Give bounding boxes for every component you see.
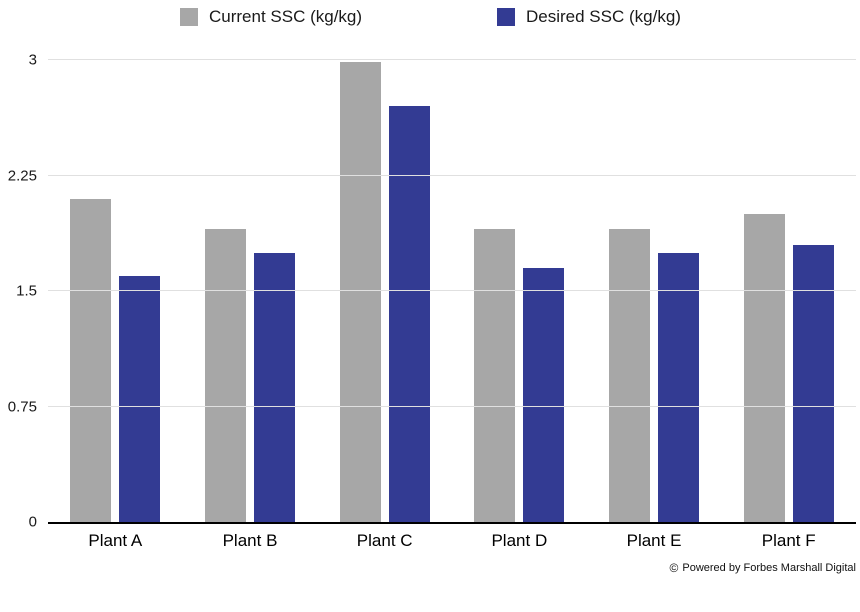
bar-group-plant-e — [587, 60, 722, 522]
x-axis: Plant A Plant B Plant C Plant D Plant E Plant… — [48, 531, 856, 551]
y-tick-label-0: 0 — [28, 513, 37, 531]
bar-desired-plant-f[interactable] — [792, 244, 834, 522]
bar-desired-plant-e[interactable] — [658, 252, 700, 522]
bar-current-plant-d[interactable] — [474, 229, 516, 522]
legend-swatch-desired-icon — [497, 8, 515, 26]
legend-label-desired: Desired SSC (kg/kg) — [526, 7, 681, 26]
legend-label-current: Current SSC (kg/kg) — [209, 7, 363, 26]
bar-group-plant-f — [721, 60, 856, 522]
bar-current-plant-f[interactable] — [743, 214, 785, 522]
bar-current-plant-a[interactable] — [70, 198, 112, 522]
bar-group-plant-b — [183, 60, 318, 522]
copyright-icon: © — [669, 561, 679, 575]
y-tick-label-0.75: 0.75 — [7, 398, 37, 415]
x-tick-label-plant-a: Plant A — [88, 531, 143, 550]
gridline-1.5 — [48, 290, 856, 291]
y-axis: 0 0.75 1.5 2.25 3 — [0, 52, 37, 531]
x-tick-label-plant-c: Plant C — [356, 531, 413, 550]
legend-swatch-current-icon — [180, 8, 198, 26]
x-tick-label-plant-d: Plant D — [491, 531, 548, 550]
attribution-text: Powered by Forbes Marshall Digital — [682, 562, 856, 574]
gridline-0.75 — [48, 405, 856, 407]
y-tick-label-1.5: 1.5 — [16, 282, 37, 300]
gridline-2.25 — [48, 174, 856, 176]
legend-item-desired-ssc[interactable]: Desired SSC (kg/kg) — [497, 7, 681, 27]
plot-area — [48, 59, 856, 524]
x-tick-label-plant-b: Plant B — [222, 531, 278, 550]
x-tick-label-plant-e: Plant E — [626, 531, 682, 550]
bar-group-plant-a — [48, 60, 183, 522]
bar-desired-plant-d[interactable] — [523, 267, 565, 522]
bar-desired-plant-a[interactable] — [119, 275, 161, 522]
gridline-3 — [48, 59, 856, 60]
y-tick-label-3: 3 — [28, 51, 37, 69]
bar-groups — [48, 60, 856, 522]
bar-current-plant-e[interactable] — [609, 229, 651, 522]
y-tick-label-2.25: 2.25 — [7, 167, 37, 184]
attribution: © Powered by Forbes Marshall Digital — [670, 562, 856, 574]
bar-current-plant-c[interactable] — [339, 61, 381, 522]
legend-item-current-ssc[interactable]: Current SSC (kg/kg) — [180, 7, 362, 27]
bar-desired-plant-c[interactable] — [388, 106, 430, 522]
bar-desired-plant-b[interactable] — [254, 252, 295, 522]
x-tick-label-plant-f: Plant F — [761, 531, 816, 550]
bar-current-plant-b[interactable] — [205, 229, 246, 522]
bar-group-plant-d — [452, 60, 587, 522]
bar-group-plant-c — [317, 60, 452, 522]
